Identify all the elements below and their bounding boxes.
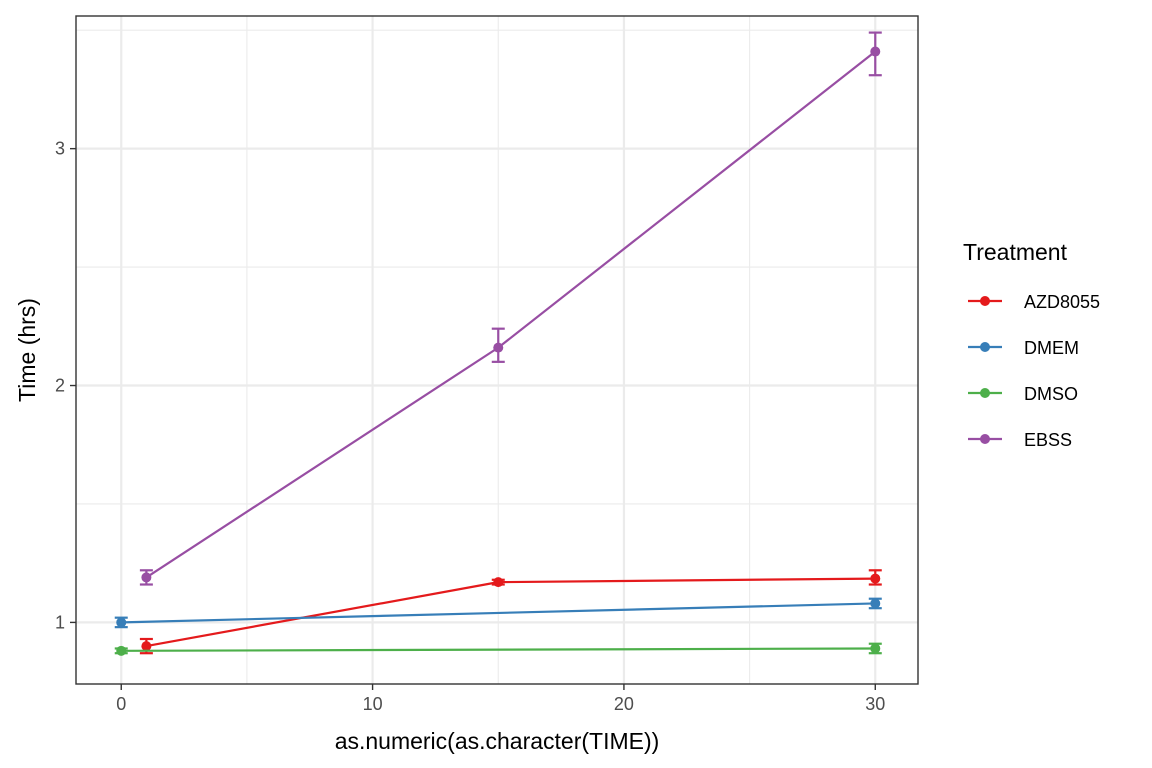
y-tick-label: 3 — [55, 139, 65, 159]
data-point — [141, 572, 152, 583]
x-tick-label: 10 — [363, 694, 383, 714]
legend-key-point — [980, 296, 990, 306]
x-axis-title: as.numeric(as.character(TIME)) — [335, 728, 660, 754]
plot-border — [75, 15, 919, 685]
legend-label: DMSO — [1024, 384, 1078, 404]
legend-item-azd8055: AZD8055 — [968, 292, 1100, 312]
series-layer — [114, 31, 882, 656]
data-point — [493, 577, 504, 588]
data-point — [493, 342, 504, 353]
legend-item-ebss: EBSS — [968, 430, 1072, 450]
data-point — [870, 643, 881, 654]
axes: 0 10 20 30 1 2 3 — [55, 139, 885, 714]
legend: Treatment AZD8055 DMEM DMSO EBSS — [963, 239, 1100, 450]
data-point — [870, 46, 881, 57]
legend-key-point — [980, 342, 990, 352]
series-dmso — [114, 642, 882, 656]
y-tick-label: 2 — [55, 376, 65, 396]
legend-item-dmso: DMSO — [968, 384, 1078, 404]
x-tick-label: 30 — [865, 694, 885, 714]
data-point — [870, 573, 881, 584]
legend-label: EBSS — [1024, 430, 1072, 450]
series-azd8055 — [139, 569, 882, 655]
series-line-dmso — [121, 647, 876, 652]
series-line-dmem — [121, 602, 876, 624]
x-tick-label: 0 — [116, 694, 126, 714]
y-axis-title: Time (hrs) — [14, 298, 40, 402]
data-point — [141, 641, 152, 652]
series-ebss — [139, 31, 882, 586]
legend-key-point — [980, 388, 990, 398]
legend-label: DMEM — [1024, 338, 1079, 358]
series-dmem — [114, 597, 882, 629]
legend-key-point — [980, 434, 990, 444]
data-point — [870, 598, 881, 609]
legend-title: Treatment — [963, 239, 1068, 265]
legend-item-dmem: DMEM — [968, 338, 1079, 358]
legend-label: AZD8055 — [1024, 292, 1100, 312]
data-point — [116, 617, 127, 628]
legend-items: AZD8055 DMEM DMSO EBSS — [968, 292, 1100, 450]
x-tick-label: 20 — [614, 694, 634, 714]
data-point — [116, 645, 127, 656]
y-tick-label: 1 — [55, 612, 65, 632]
